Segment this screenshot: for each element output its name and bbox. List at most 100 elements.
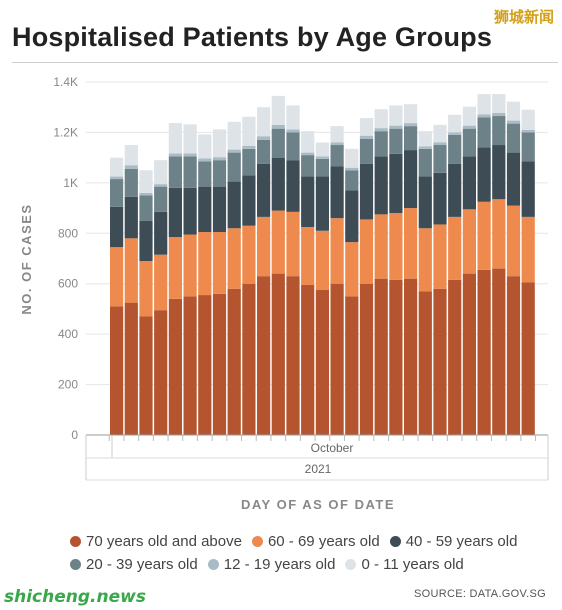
- bar-segment: [506, 120, 521, 124]
- bar-segment: [212, 186, 227, 233]
- bar-segment: [124, 302, 138, 435]
- bar-segment: [374, 109, 388, 129]
- bar-segment: [330, 166, 344, 219]
- bar-segment: [271, 273, 285, 435]
- bar-segment: [315, 156, 329, 159]
- y-tick-label: 400: [58, 327, 78, 341]
- bar-segment: [359, 163, 374, 220]
- bar-segment: [183, 234, 197, 297]
- legend-item: 60 - 69 years old: [251, 530, 380, 553]
- bar-segment: [359, 219, 374, 284]
- bar-segment: [389, 153, 403, 214]
- legend-label: 12 - 19 years old: [223, 556, 336, 573]
- bar-segment: [110, 179, 124, 207]
- legend-swatch: [251, 536, 263, 547]
- bar-segment: [506, 276, 521, 435]
- bar-segment: [301, 176, 315, 227]
- y-tick-label: 800: [58, 226, 78, 240]
- stacked-bar-chart: 0 200 400 600 800 1K 1.2K 1.4K NO. OF CASES Oct…: [19, 75, 549, 512]
- bar-segment: [154, 310, 168, 435]
- bar-segment: [389, 213, 403, 280]
- bar-segment: [286, 211, 300, 277]
- bar-segment: [506, 123, 521, 153]
- legend-label: 60 - 69 years old: [267, 533, 380, 550]
- bar-segment: [271, 157, 285, 211]
- bar-segment: [257, 136, 271, 140]
- bar-segment: [506, 101, 521, 121]
- bar-segment: [433, 288, 447, 435]
- bar-segment: [492, 116, 506, 146]
- legend-swatch: [70, 559, 81, 570]
- bars: [110, 94, 535, 435]
- bar-segment: [433, 142, 447, 146]
- bar-segment: [345, 170, 359, 191]
- y-tick-label: 0: [71, 428, 78, 442]
- bar-segment: [242, 283, 256, 435]
- bar-segment: [271, 95, 285, 125]
- bar-segment: [462, 156, 476, 210]
- bar-segment: [433, 124, 447, 143]
- bar-segment: [521, 282, 535, 435]
- y-tick-label: 1K: [63, 176, 78, 190]
- bar-segment: [345, 190, 359, 243]
- bar-segment: [404, 208, 418, 279]
- bar-segment: [330, 142, 344, 146]
- bar-segment: [448, 163, 462, 217]
- bar-segment: [462, 125, 476, 129]
- bar-segment: [286, 105, 300, 130]
- bar-segment: [462, 209, 476, 274]
- bar-segment: [374, 156, 388, 215]
- bar-segment: [124, 238, 138, 303]
- bar-segment: [257, 139, 271, 164]
- bar-segment: [227, 149, 241, 153]
- bar-segment: [168, 237, 182, 299]
- watermark-bottom: shicheng.news: [4, 587, 146, 607]
- bar-segment: [492, 113, 506, 117]
- x-axis-label: DAY OF AS OF DATE: [241, 497, 395, 512]
- bar-segment: [168, 156, 182, 188]
- y-tick-label: 1.2K: [53, 125, 78, 139]
- bar-segment: [433, 224, 447, 289]
- bar-segment: [168, 187, 182, 238]
- bar-segment: [315, 176, 329, 231]
- bar-segment: [183, 124, 197, 154]
- bar-segment: [374, 131, 388, 157]
- bar-segment: [183, 156, 197, 188]
- y-axis-label: NO. OF CASES: [19, 203, 34, 314]
- legend-swatch: [345, 559, 357, 570]
- bar-segment: [448, 114, 462, 133]
- bar-segment: [521, 129, 535, 133]
- bar-segment: [492, 145, 506, 200]
- bar-segment: [462, 273, 476, 435]
- x-month-label: October: [311, 441, 354, 455]
- bar-segment: [448, 134, 462, 164]
- bar-segment: [242, 116, 256, 146]
- bar-segment: [154, 211, 168, 255]
- bar-segment: [301, 226, 315, 285]
- legend-item: 20 - 39 years old: [70, 553, 198, 576]
- legend-swatch: [70, 536, 81, 547]
- bar-segment: [330, 145, 344, 167]
- legend-item: 12 - 19 years old: [207, 553, 336, 576]
- legend-label: 20 - 39 years old: [86, 556, 198, 573]
- bar-segment: [359, 283, 374, 435]
- bar-segment: [286, 160, 300, 212]
- bar-segment: [389, 105, 403, 126]
- chart-title: Hospitalised Patients by Age Groups: [12, 22, 493, 52]
- bar-segment: [168, 298, 182, 435]
- legend-item: 0 - 11 years old: [345, 553, 464, 576]
- bar-segment: [506, 152, 521, 206]
- watermark-top: 狮城新闻: [493, 8, 554, 26]
- y-tick-label: 200: [58, 378, 78, 392]
- bar-segment: [154, 160, 168, 185]
- bar-segment: [242, 148, 256, 176]
- source-label: SOURCE: DATA.GOV.SG: [413, 588, 546, 600]
- bar-segment: [183, 187, 197, 235]
- bar-segment: [139, 195, 153, 221]
- bar-segment: [271, 210, 285, 274]
- bar-segment: [359, 138, 374, 164]
- y-tick-label: 1.4K: [53, 75, 78, 89]
- bar-segment: [462, 128, 476, 157]
- bar-segment: [521, 216, 535, 283]
- bar-segment: [198, 232, 212, 296]
